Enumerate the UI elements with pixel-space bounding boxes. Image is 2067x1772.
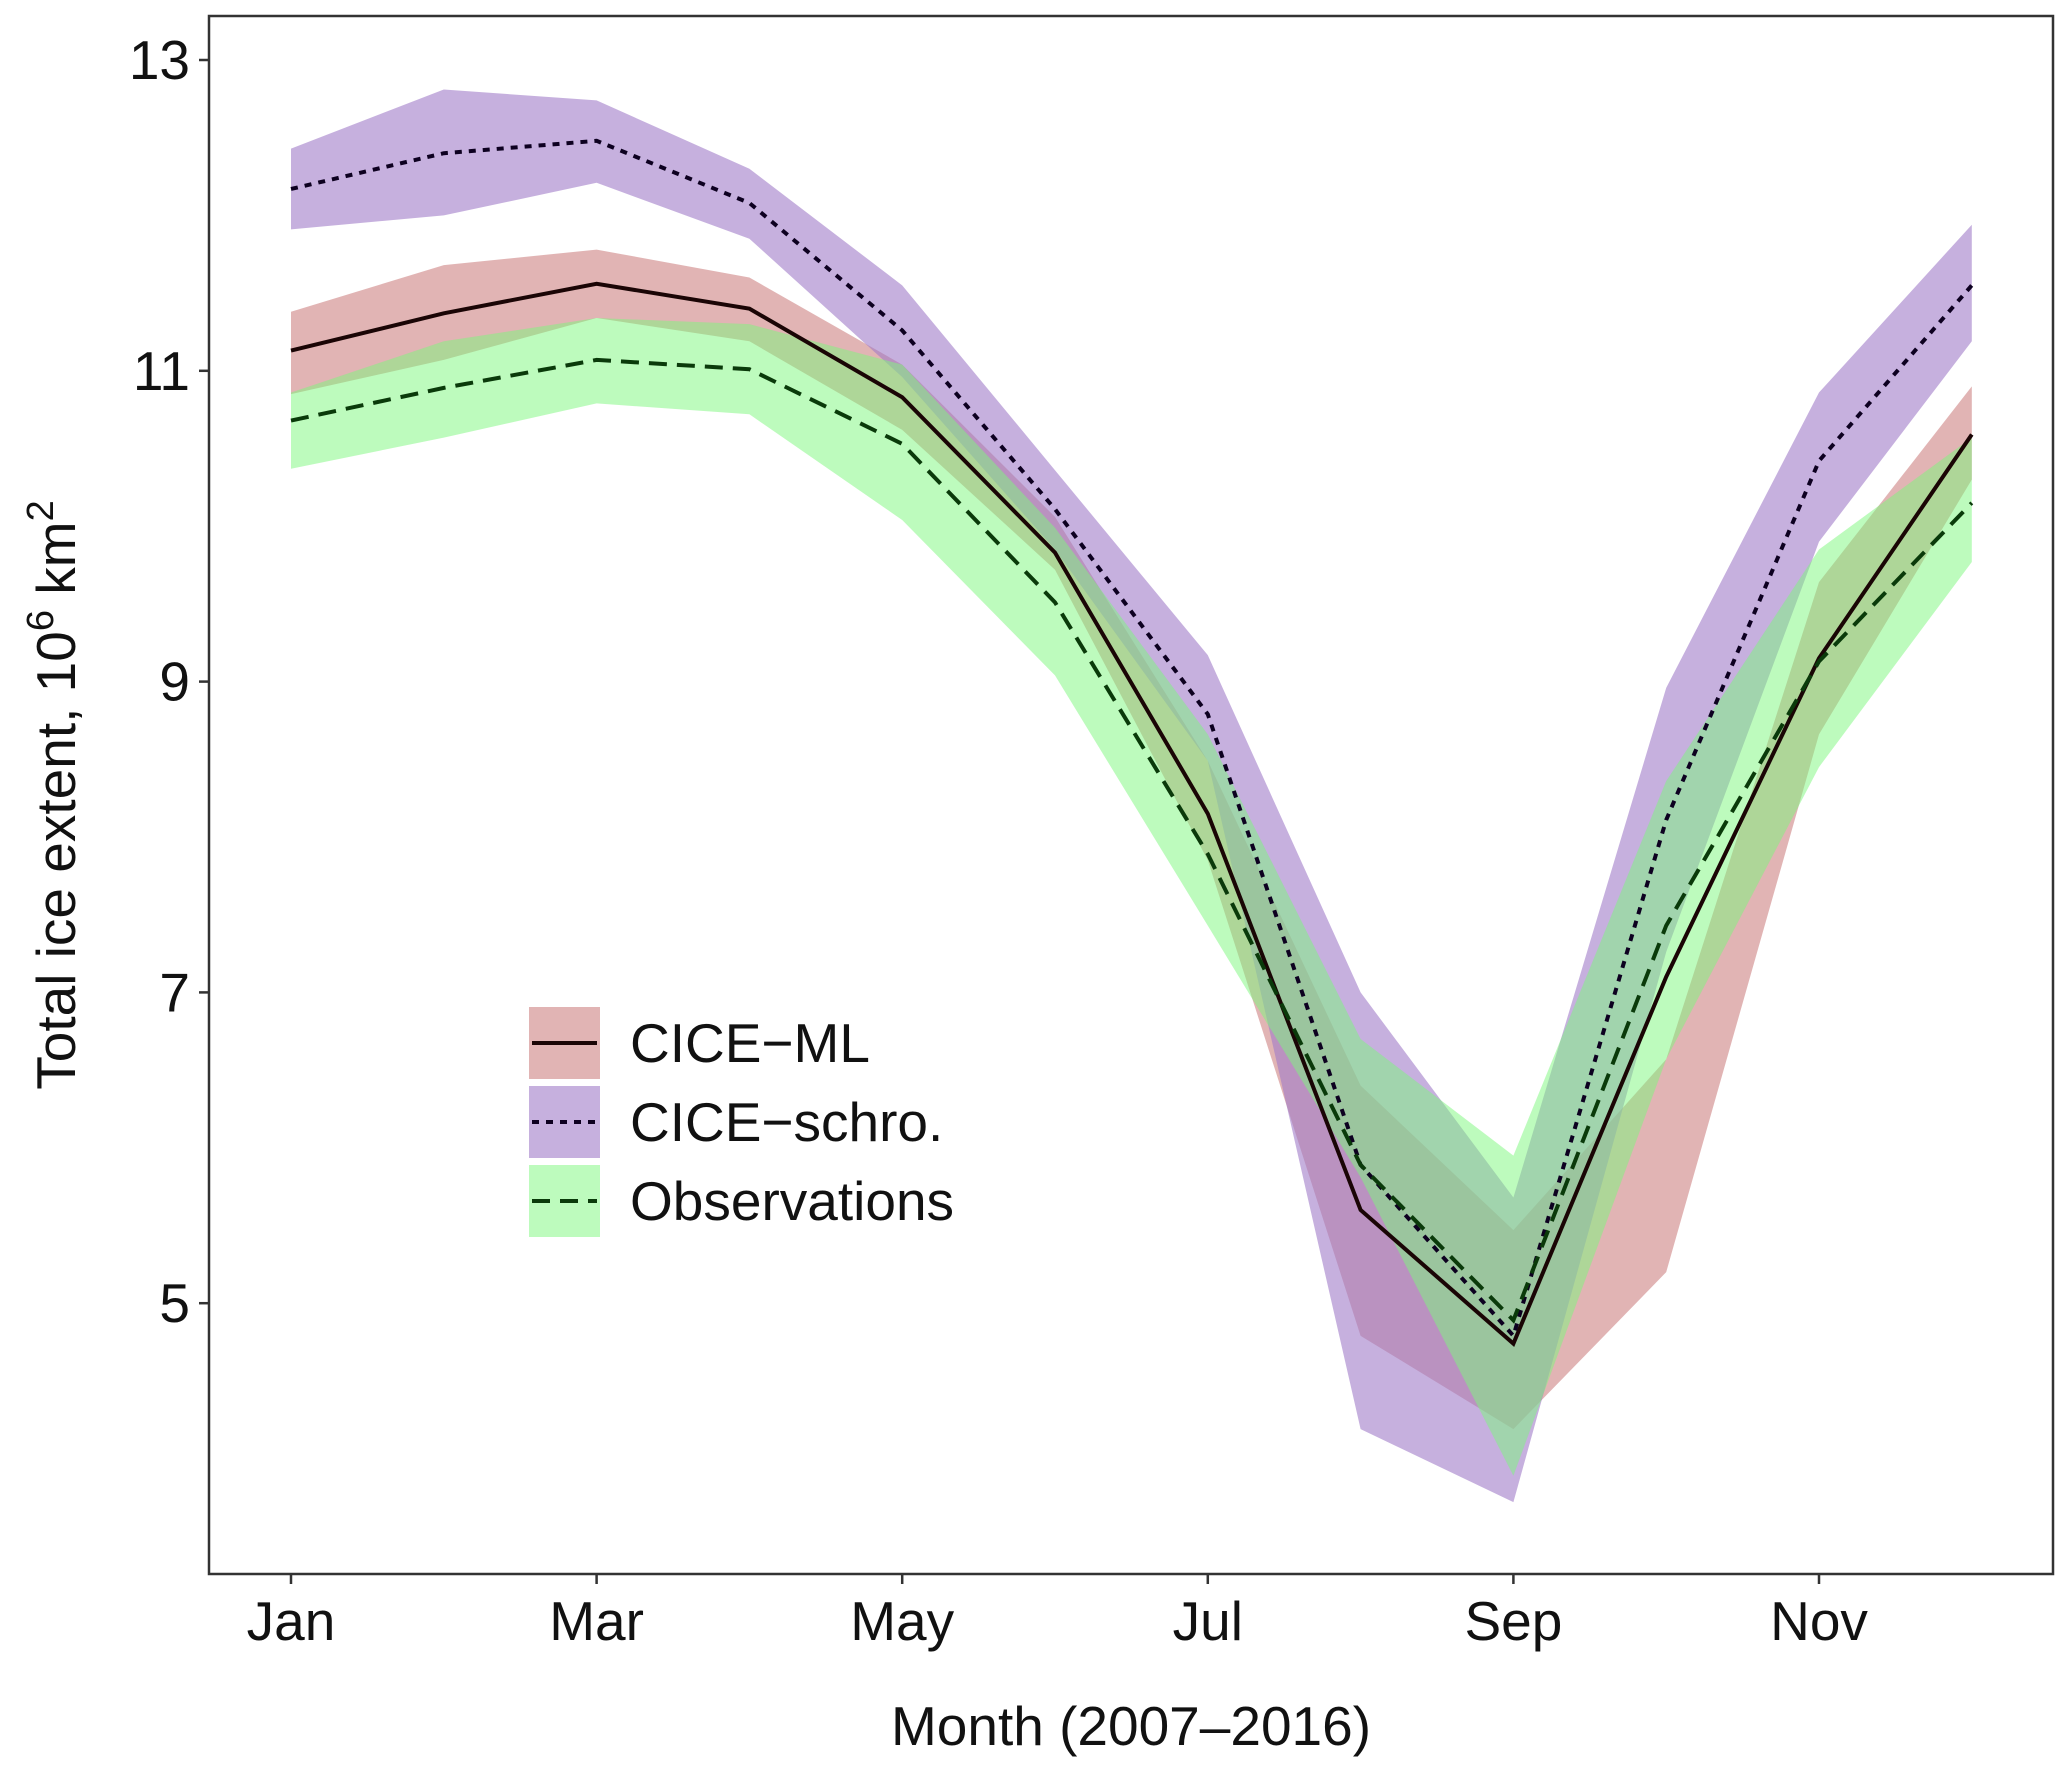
x-tick-label: Sep bbox=[1464, 1590, 1562, 1652]
legend-label: CICE−schro. bbox=[630, 1091, 943, 1153]
y-tick-label: 13 bbox=[129, 29, 190, 91]
x-tick-label: Mar bbox=[549, 1590, 644, 1652]
x-axis-title: Month (2007–2016) bbox=[891, 1695, 1371, 1757]
legend: CICE−ML CICE−schro. Observations bbox=[529, 1007, 954, 1237]
legend-label: CICE−ML bbox=[630, 1012, 870, 1074]
legend-label: Observations bbox=[630, 1170, 954, 1232]
line-series-1 bbox=[290, 138, 1974, 1340]
uncertainty-bands bbox=[291, 89, 1972, 1503]
line-series-0 bbox=[290, 281, 1974, 1347]
y-tick-label: 7 bbox=[159, 961, 190, 1023]
x-tick-label: Nov bbox=[1770, 1590, 1868, 1652]
y-axis-title: Total ice extent, 106 km2 bbox=[20, 500, 87, 1090]
y-axis: 5 7 9 11 13 bbox=[129, 29, 209, 1334]
line-series-2 bbox=[290, 357, 1974, 1324]
plot-panel-border bbox=[207, 14, 2055, 1576]
mean-lines bbox=[290, 138, 1974, 1347]
y-tick-label: 11 bbox=[133, 340, 190, 402]
y-tick-label: 9 bbox=[159, 651, 190, 713]
x-tick-label: Jul bbox=[1173, 1590, 1243, 1652]
x-axis: Jan Mar May Jul Sep Nov bbox=[247, 1574, 1868, 1652]
y-tick-label: 5 bbox=[159, 1272, 190, 1334]
band-series-2 bbox=[291, 317, 1972, 1476]
x-tick-label: Jan bbox=[247, 1590, 336, 1652]
x-tick-label: May bbox=[850, 1590, 954, 1652]
